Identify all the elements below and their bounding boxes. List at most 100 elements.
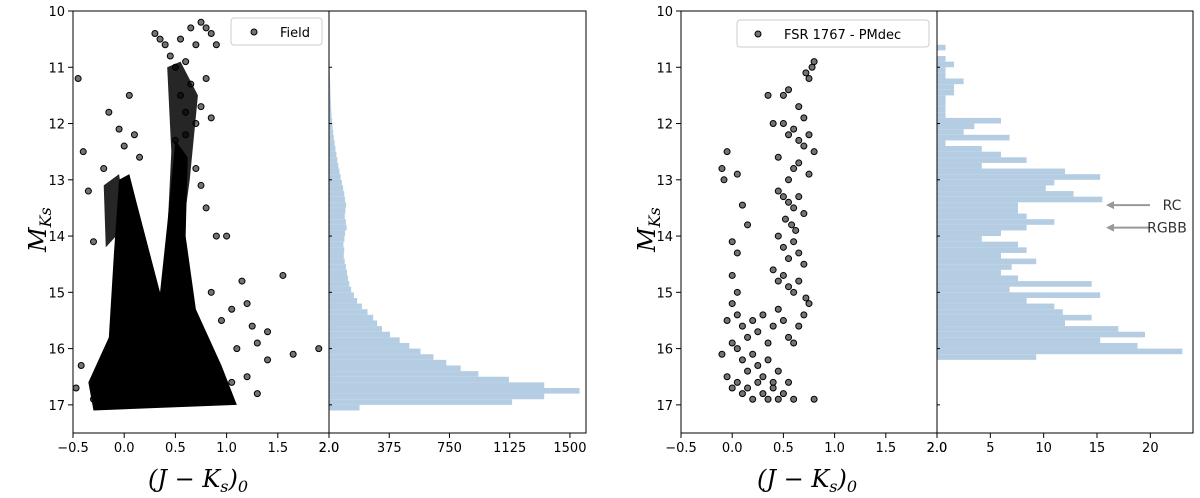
right-scatter-point (792, 226, 800, 234)
left-scatter-point (207, 114, 215, 122)
right-scatter-point (785, 131, 793, 139)
right-scatter-point (800, 210, 808, 218)
right-scatter-point (790, 165, 798, 173)
right-scatter-point (738, 390, 746, 398)
left-cmd-plot: −0.5 0.0 0.5 1.0 1.5 2.0 10 11 12 13 14 15 16 17 Fie… (48, 5, 339, 456)
left-hist-bar (329, 207, 346, 214)
left-hist-bar (329, 101, 331, 107)
right-scatter-point (810, 148, 818, 156)
right-y-axis-label-sub: Ks (645, 207, 664, 228)
right-hist-bar (937, 179, 1055, 186)
left-scatter-point (161, 41, 169, 49)
left-scatter-point (177, 153, 185, 161)
right-x-tick-label: 2.0 (927, 441, 948, 456)
right-scatter-point (744, 367, 752, 375)
left-y-tick-label: 14 (48, 230, 65, 245)
left-hist-bar (329, 303, 362, 310)
left-scatter-point (151, 30, 159, 38)
field-dense-region (88, 140, 237, 411)
left-scatter-point (248, 322, 256, 330)
right-hist-bar (937, 247, 1027, 253)
left-scatter-point (264, 356, 272, 364)
right-hist-bar (937, 219, 1055, 225)
left-scatter-point (228, 305, 236, 313)
right-hist-bar (937, 168, 1065, 175)
right-scatter-point (744, 333, 752, 341)
left-scatter-point (279, 271, 287, 279)
left-hist-bar (329, 269, 347, 276)
right-y-tick-label: 11 (656, 61, 673, 76)
right-scatter-point (805, 131, 813, 139)
right-hist-bar (937, 72, 946, 79)
left-hist-bar (329, 309, 368, 315)
left-cmd-x-axis: −0.5 0.0 0.5 1.0 1.5 2.0 (57, 433, 339, 456)
right-hist-bar (937, 213, 1027, 220)
left-y-tick-label: 11 (48, 61, 65, 76)
right-scatter-point (769, 378, 777, 386)
left-scatter-point (156, 35, 164, 43)
right-hist-bar (937, 151, 1001, 158)
left-scatter-point (72, 384, 80, 392)
right-hist-bar (937, 258, 1037, 265)
right-hist-x-tick-label: 2.0 (927, 441, 948, 456)
right-scatter-point (785, 86, 793, 94)
left-scatter-point (177, 91, 185, 99)
right-hist-bar (937, 303, 1055, 310)
right-scatter-point (769, 384, 777, 392)
left-scatter-point (192, 120, 200, 128)
left-scatter-point (197, 103, 205, 111)
right-hist-bars (937, 44, 1183, 360)
right-hist-bar (937, 342, 1138, 349)
left-hist-x-tick-label: 1125 (493, 441, 526, 456)
left-hist-x-tick-label: 750 (437, 441, 462, 456)
right-scatter-point (785, 378, 793, 386)
right-scatter-point (723, 316, 731, 324)
left-y-tick-label: 12 (48, 118, 65, 133)
left-scatter-point (253, 339, 261, 347)
left-hist-x-tick-label: 1500 (553, 441, 586, 456)
left-y-tick-label: 13 (48, 174, 65, 189)
right-scatter-point (800, 114, 808, 122)
right-hist-bar (937, 269, 1001, 276)
left-hist-bar (329, 393, 545, 400)
left-hist-bar (329, 387, 580, 394)
right-x-tick-label: 1.5 (875, 441, 896, 456)
right-scatter-point (790, 339, 798, 347)
right-scatter-point (774, 367, 782, 375)
right-x-axis-label: (J − Ks)0 (757, 465, 857, 496)
left-hist-bar (329, 78, 331, 85)
right-hist-bar (937, 354, 1037, 360)
left-legend-box (230, 17, 323, 46)
left-hist-bar (329, 281, 350, 287)
right-scatter-point (749, 350, 757, 358)
left-hist-bar (329, 117, 333, 124)
left-hist-bar (329, 399, 513, 405)
left-hist-bar (329, 331, 391, 338)
left-hist-bar (329, 275, 348, 282)
left-hist-bar (329, 286, 352, 293)
right-scatter-point (718, 350, 726, 358)
left-scatter-point (192, 165, 200, 173)
right-scatter-point (790, 204, 798, 212)
left-hist-bar (329, 89, 331, 96)
left-hist-bar (329, 179, 342, 186)
left-scatter-point (207, 288, 215, 296)
right-hist-annotations: RC RGBB (1106, 198, 1187, 237)
right-legend-box (736, 19, 930, 48)
left-hist-bar (329, 314, 374, 321)
right-scatter-point (790, 125, 798, 133)
left-hist-bar (329, 247, 345, 253)
left-hist-bar (329, 95, 331, 102)
right-hist-bar (937, 292, 1101, 298)
right-scatter-point (738, 322, 746, 330)
left-hist-bars (329, 61, 580, 411)
right-hist-x-tick-label: 15 (1089, 441, 1106, 456)
left-legend: Field (230, 17, 323, 46)
right-hist-bar (937, 326, 1119, 332)
right-y-tick-label: 12 (656, 118, 673, 133)
right-hist-bar (937, 191, 1074, 197)
right-hist-bar (937, 264, 1012, 270)
right-hist-bar (937, 123, 975, 130)
right-hist-bar (937, 331, 1145, 338)
left-x-axis-label: (J − Ks)0 (148, 465, 248, 496)
